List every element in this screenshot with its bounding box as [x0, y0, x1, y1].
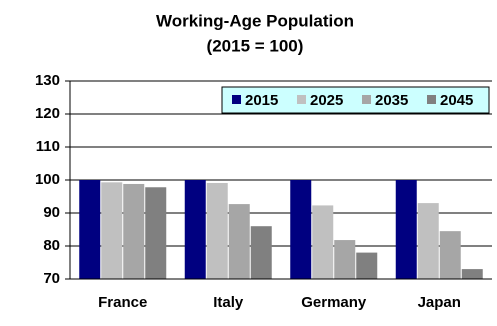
- bar: [461, 269, 483, 279]
- bar: [395, 180, 417, 279]
- bar: [123, 183, 145, 279]
- y-tick-label: 70: [43, 270, 60, 287]
- bar: [439, 231, 461, 279]
- x-tick-label: Germany: [301, 294, 367, 311]
- legend-swatch: [297, 95, 306, 104]
- y-tick-label: 100: [35, 171, 60, 188]
- bar: [206, 182, 228, 279]
- bar: [145, 187, 167, 279]
- y-tick-label: 90: [43, 204, 60, 221]
- legend-swatch: [232, 95, 241, 104]
- legend-label: 2035: [375, 92, 408, 109]
- legend-label: 2045: [440, 92, 473, 109]
- y-tick-label: 120: [35, 105, 60, 122]
- legend-swatch: [427, 95, 436, 104]
- bar: [417, 203, 439, 279]
- bar: [312, 205, 334, 279]
- y-tick-label: 80: [43, 237, 60, 254]
- bar: [250, 226, 272, 279]
- legend-label: 2025: [310, 92, 343, 109]
- y-tick-label: 130: [35, 72, 60, 89]
- legend-box: [221, 86, 490, 114]
- x-tick-label: Japan: [418, 294, 461, 311]
- legend-label: 2015: [245, 92, 278, 109]
- y-tick-label: 110: [36, 138, 60, 155]
- x-tick-label: France: [98, 294, 147, 311]
- bar: [334, 240, 356, 279]
- chart-title: Working-Age Population: [156, 11, 354, 30]
- bar: [79, 180, 101, 279]
- chart-subtitle: (2015 = 100): [207, 36, 304, 55]
- x-tick-label: Italy: [213, 294, 244, 311]
- bar: [101, 182, 123, 279]
- bar: [184, 180, 206, 279]
- bar: [356, 252, 378, 279]
- legend-swatch: [362, 95, 371, 104]
- bar: [290, 180, 312, 279]
- bar: [228, 204, 250, 279]
